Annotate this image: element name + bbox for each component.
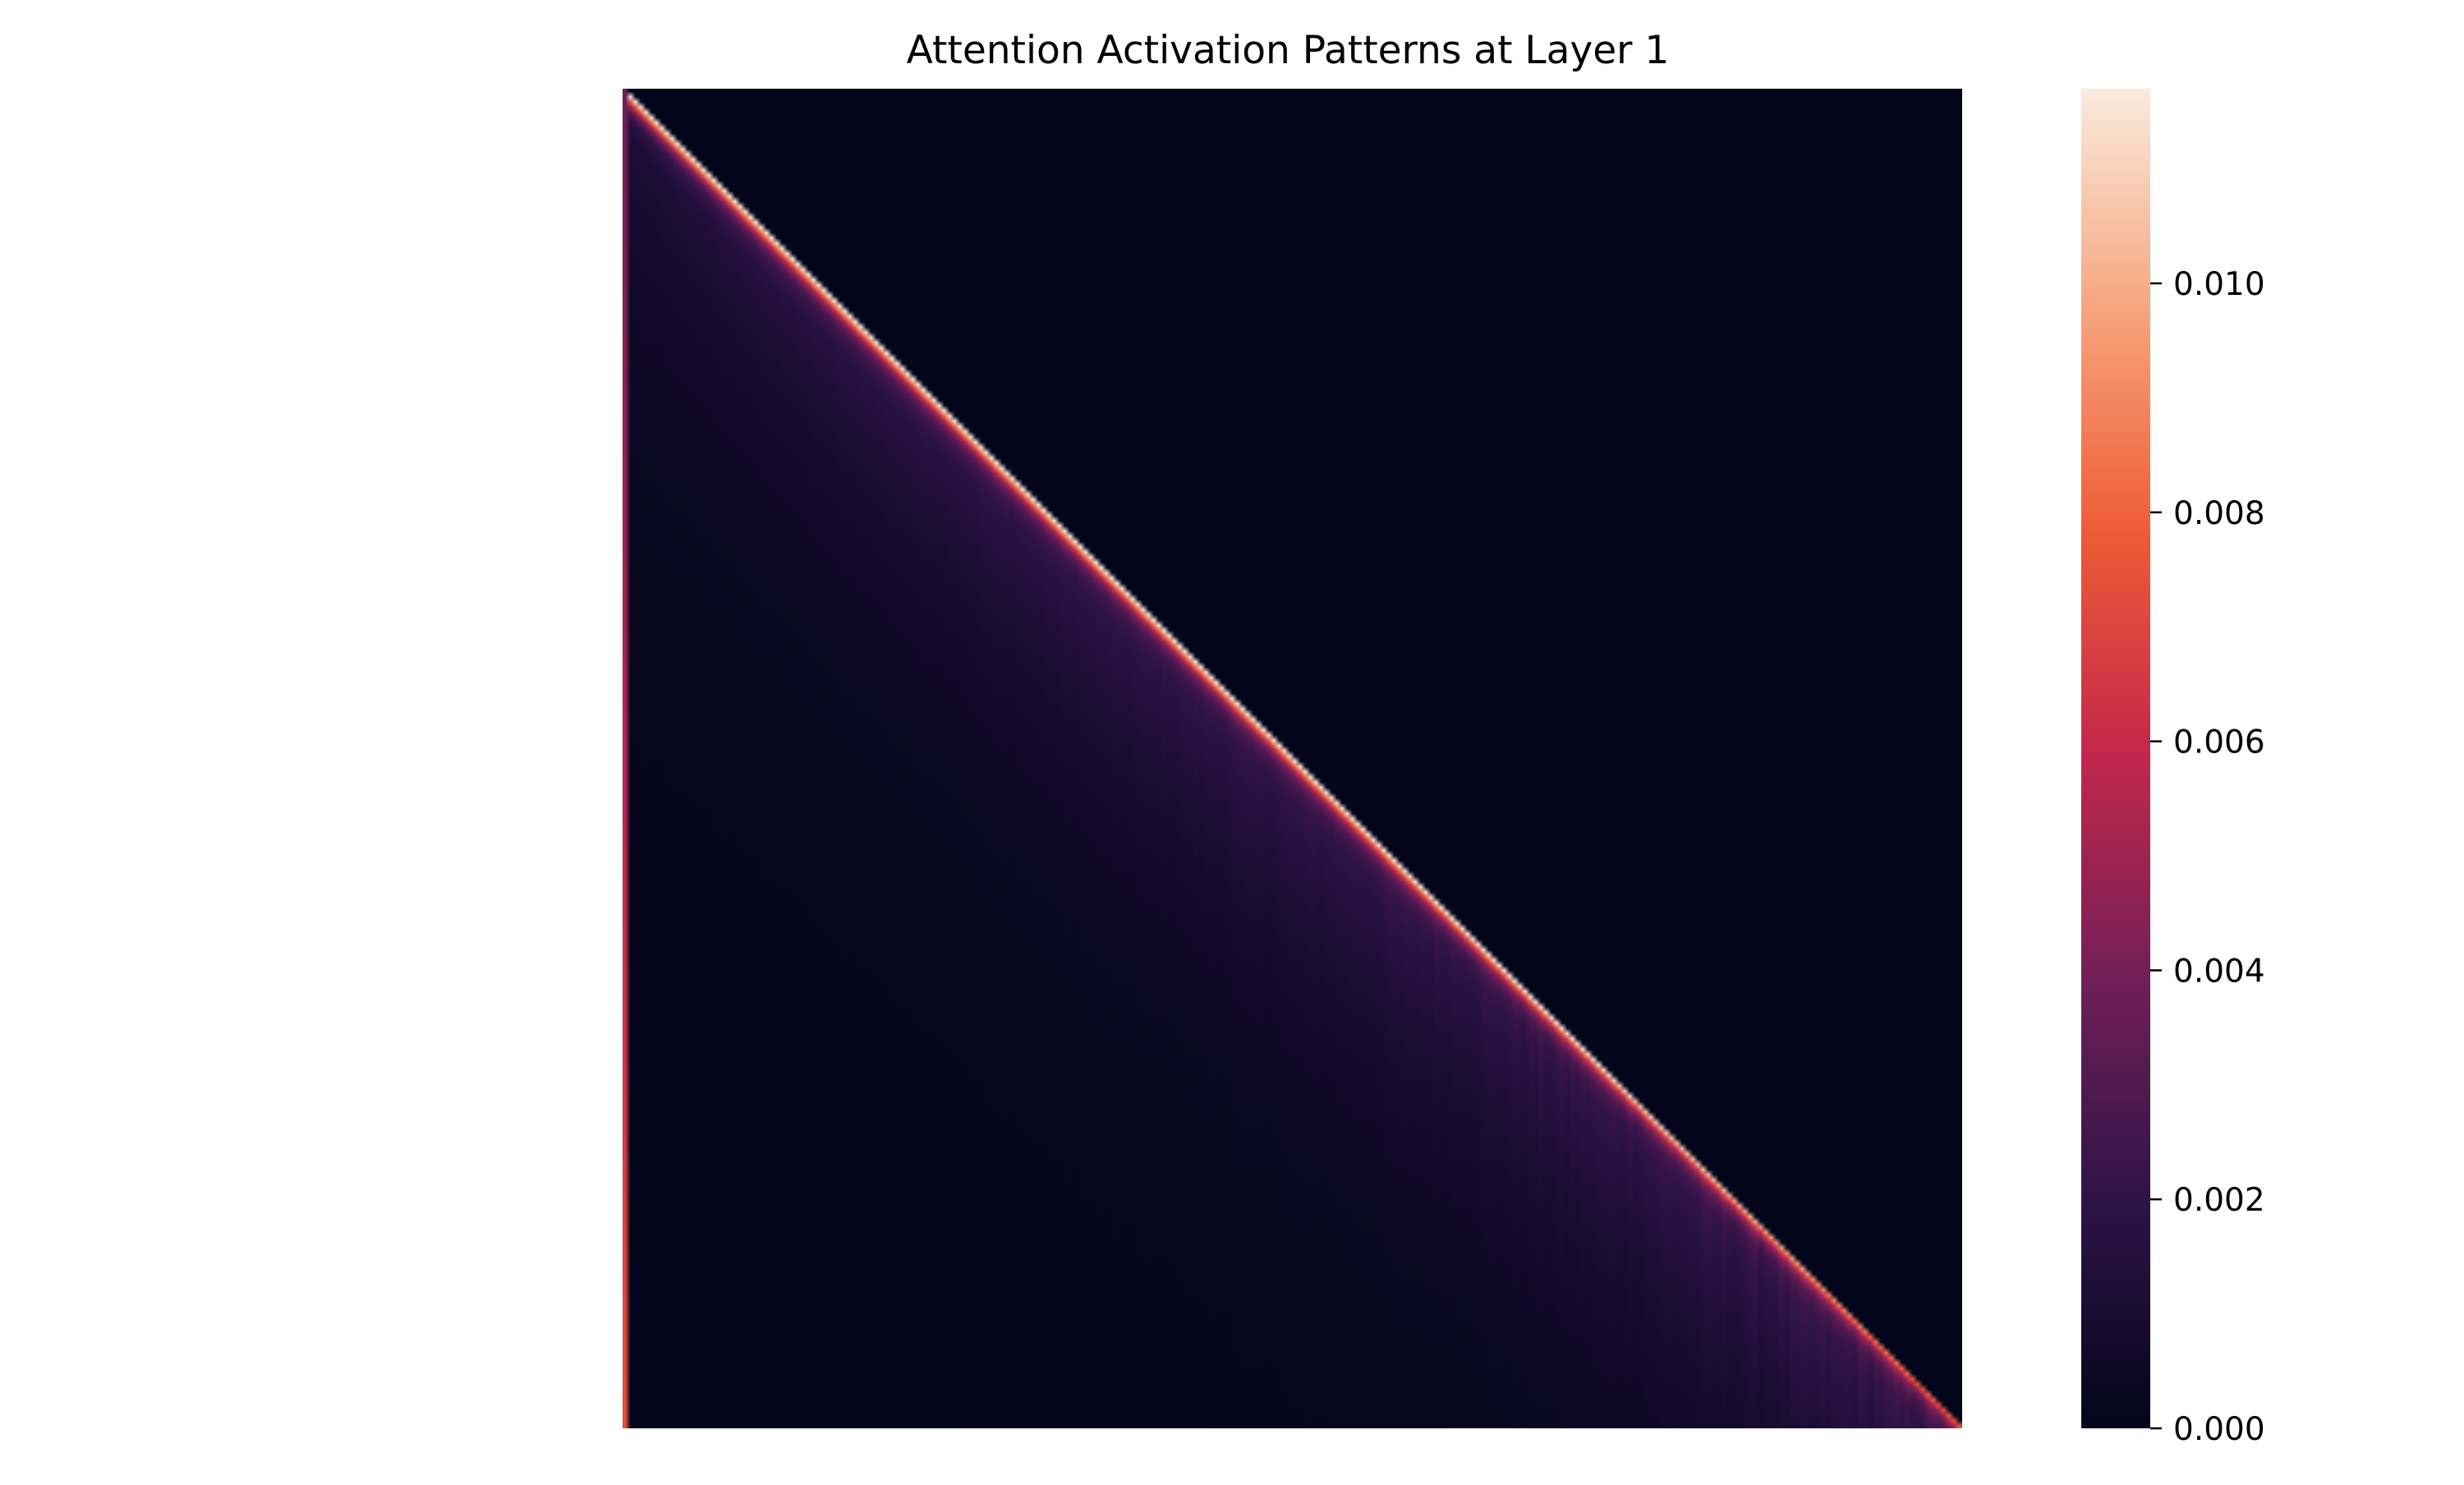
colorbar-tick-label: 0.000 xyxy=(2173,1411,2265,1448)
heatmap-cells xyxy=(623,89,1962,1428)
colorbar-tick-label: 0.004 xyxy=(2173,953,2265,990)
colorbar-tick-label: 0.006 xyxy=(2173,724,2265,761)
colorbar xyxy=(2081,89,2150,1428)
colorbar-axis: 0.000 0.002 0.004 0.006 0.008 0.010 xyxy=(2150,266,2265,1448)
attention-heatmap xyxy=(623,89,1962,1428)
chart-title: Attention Activation Patterns at Layer 1 xyxy=(906,28,1670,73)
colorbar-tick-label: 0.008 xyxy=(2173,495,2265,532)
colorbar-gradient xyxy=(2081,89,2150,1428)
colorbar-tick-label: 0.002 xyxy=(2173,1182,2265,1219)
colorbar-tick-label: 0.010 xyxy=(2173,266,2265,303)
